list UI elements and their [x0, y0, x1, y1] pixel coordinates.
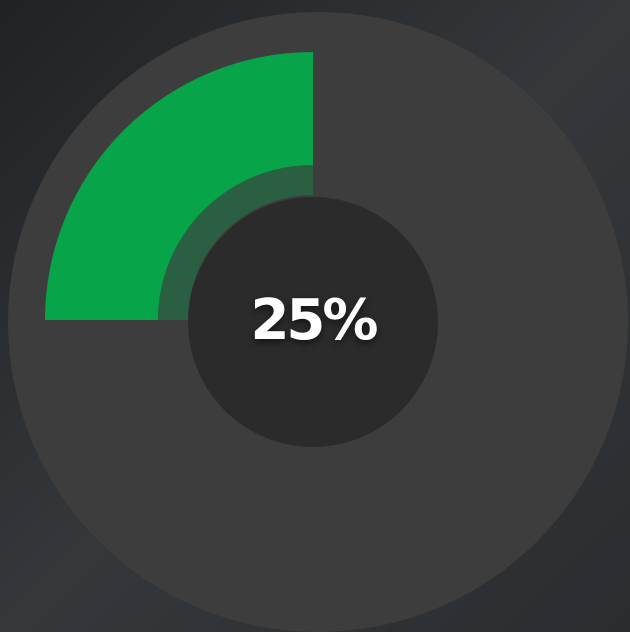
percent-label: 25%: [250, 288, 377, 353]
chart: 25%: [0, 0, 630, 632]
page: 25% (() => { const data = JSON.parse(doc…: [0, 0, 630, 632]
